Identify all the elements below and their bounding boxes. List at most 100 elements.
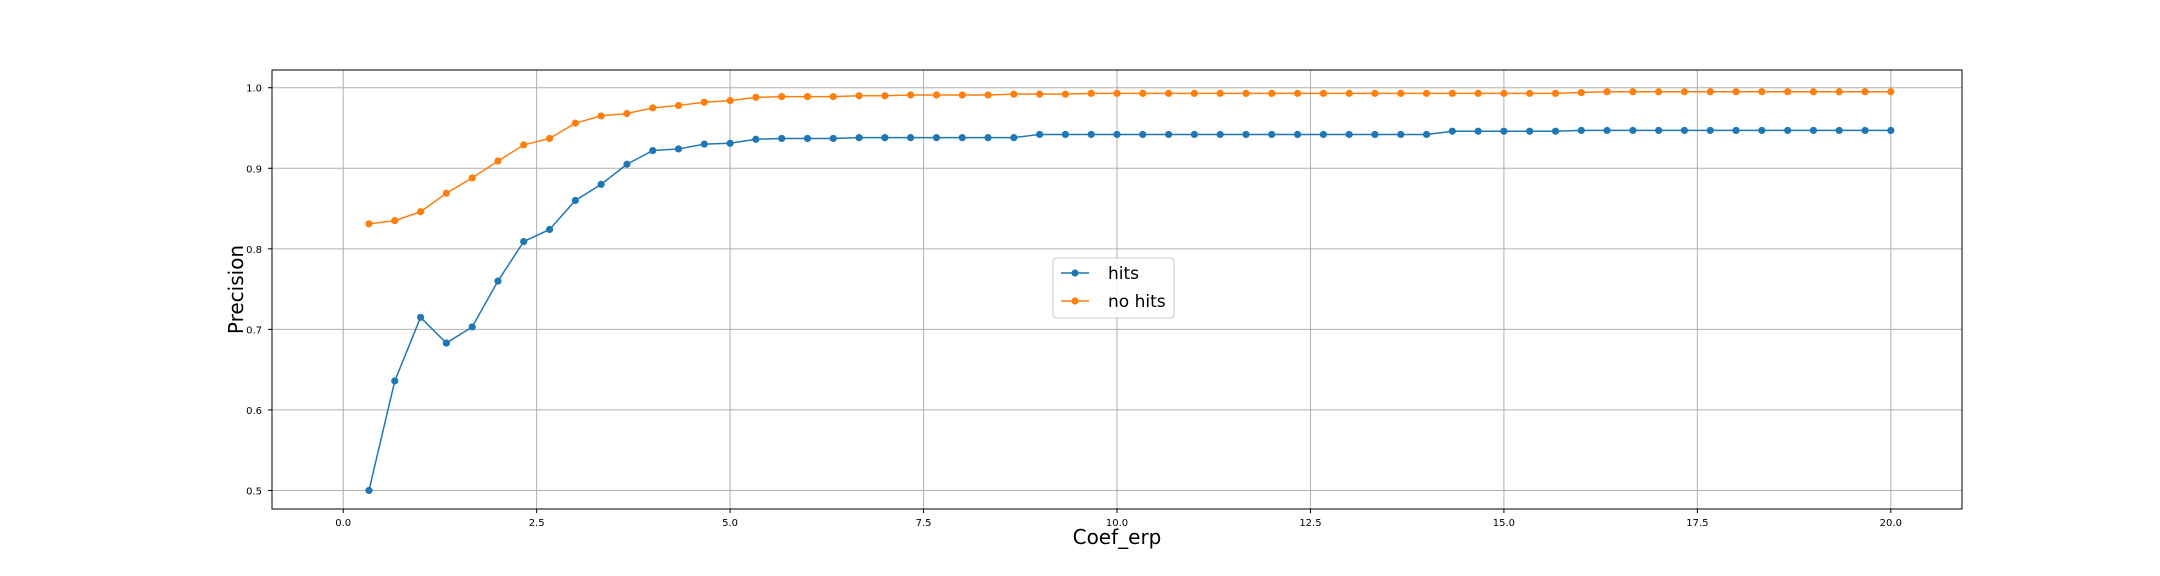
data-point-hits: [442, 339, 450, 347]
data-point-hits: [881, 134, 889, 142]
data-point-no-hits: [752, 93, 760, 101]
data-point-hits: [1706, 126, 1714, 135]
data-point-hits: [1268, 130, 1276, 139]
data-point-no-hits: [1861, 88, 1869, 96]
data-point-hits: [1655, 126, 1663, 135]
data-point-no-hits: [1139, 89, 1147, 97]
data-point-no-hits: [571, 119, 579, 127]
y-tick-label: 0.9: [246, 164, 262, 175]
data-point-hits: [1500, 127, 1508, 135]
data-point-no-hits: [1758, 88, 1766, 96]
data-point-hits: [1036, 130, 1044, 139]
data-point-no-hits: [468, 174, 476, 182]
legend-label-hits: hits: [1108, 264, 1139, 284]
data-point-no-hits: [1577, 88, 1585, 97]
data-point-no-hits: [442, 189, 450, 197]
data-point-no-hits: [1887, 88, 1895, 96]
data-point-no-hits: [1190, 89, 1198, 97]
data-point-no-hits: [1345, 89, 1353, 97]
x-tick-label: 15.0: [1493, 518, 1515, 529]
legend: hits no hits: [1052, 257, 1175, 319]
data-point-hits: [1010, 134, 1018, 142]
data-point-hits: [391, 377, 399, 385]
data-point-hits: [597, 180, 605, 188]
legend-marker-no-hits: [1071, 297, 1079, 305]
data-point-no-hits: [1474, 89, 1482, 97]
data-point-hits: [623, 160, 631, 168]
data-point-hits: [416, 313, 425, 321]
data-point-hits: [1861, 126, 1869, 135]
data-point-no-hits: [649, 104, 657, 112]
data-point-hits: [1732, 126, 1740, 135]
data-point-hits: [365, 486, 373, 495]
data-point-hits: [1809, 126, 1818, 135]
data-point-no-hits: [1706, 88, 1714, 96]
data-point-no-hits: [881, 92, 889, 100]
legend-label-no-hits: no hits: [1108, 292, 1166, 312]
data-point-no-hits: [391, 217, 399, 225]
data-point-no-hits: [1293, 89, 1302, 97]
x-tick-label: 5.0: [722, 518, 738, 529]
legend-marker-hits: [1071, 269, 1079, 277]
data-point-hits: [545, 225, 554, 234]
data-point-no-hits: [932, 91, 941, 99]
series-line-hits: [368, 129, 1891, 491]
data-point-hits: [520, 237, 528, 246]
data-point-hits: [1242, 130, 1250, 139]
gridlines: [272, 70, 1962, 509]
data-point-no-hits: [1809, 88, 1818, 96]
data-point-no-hits: [1784, 88, 1792, 96]
data-point-no-hits: [1216, 89, 1224, 97]
x-tick-label: 7.5: [916, 518, 932, 529]
data-point-no-hits: [365, 220, 373, 228]
data-point-no-hits: [1680, 88, 1689, 96]
data-point-hits: [1293, 130, 1302, 139]
data-point-no-hits: [674, 101, 683, 110]
data-point-no-hits: [1397, 89, 1405, 97]
data-point-no-hits: [778, 92, 786, 101]
data-point-no-hits: [855, 92, 863, 100]
data-point-hits: [1345, 130, 1353, 139]
data-point-no-hits: [1165, 89, 1173, 97]
data-point-no-hits: [984, 91, 992, 99]
data-point-no-hits: [1551, 89, 1560, 97]
data-point-hits: [1216, 130, 1224, 139]
x-tick-label: 2.5: [529, 518, 545, 529]
data-point-hits: [752, 135, 760, 143]
data-point-hits: [1139, 130, 1147, 139]
data-point-no-hits: [1629, 88, 1637, 96]
data-point-no-hits: [1087, 89, 1095, 97]
y-axis-title: Precision: [224, 245, 248, 334]
series-hits: [365, 126, 1895, 495]
data-point-no-hits: [907, 91, 915, 99]
data-point-hits: [674, 145, 683, 153]
data-point-hits: [1397, 130, 1405, 139]
data-point-no-hits: [1603, 88, 1611, 96]
data-point-hits: [1784, 126, 1792, 135]
data-point-hits: [1371, 130, 1379, 139]
plot-series: [365, 88, 1895, 495]
data-point-no-hits: [1448, 89, 1456, 97]
data-point-hits: [1629, 126, 1637, 135]
data-point-hits: [1680, 126, 1689, 135]
y-tick-label: 0.7: [246, 325, 262, 336]
legend-item-hits: hits: [1061, 264, 1139, 284]
x-tick-label: 10.0: [1106, 518, 1128, 529]
data-point-no-hits: [1422, 89, 1431, 97]
data-point-no-hits: [1242, 89, 1250, 97]
data-point-hits: [829, 134, 837, 143]
data-point-hits: [1474, 127, 1482, 135]
series-line-no-hits: [368, 91, 1891, 225]
data-point-no-hits: [1010, 90, 1018, 98]
data-point-hits: [778, 134, 786, 143]
data-point-no-hits: [1036, 90, 1044, 98]
data-point-no-hits: [1655, 88, 1663, 96]
data-point-hits: [1835, 126, 1843, 135]
data-point-no-hits: [1500, 89, 1508, 97]
data-point-no-hits: [726, 97, 734, 105]
data-point-hits: [803, 134, 812, 143]
data-point-hits: [1165, 130, 1173, 139]
data-point-no-hits: [829, 92, 837, 101]
series-no-hits: [365, 88, 1895, 228]
